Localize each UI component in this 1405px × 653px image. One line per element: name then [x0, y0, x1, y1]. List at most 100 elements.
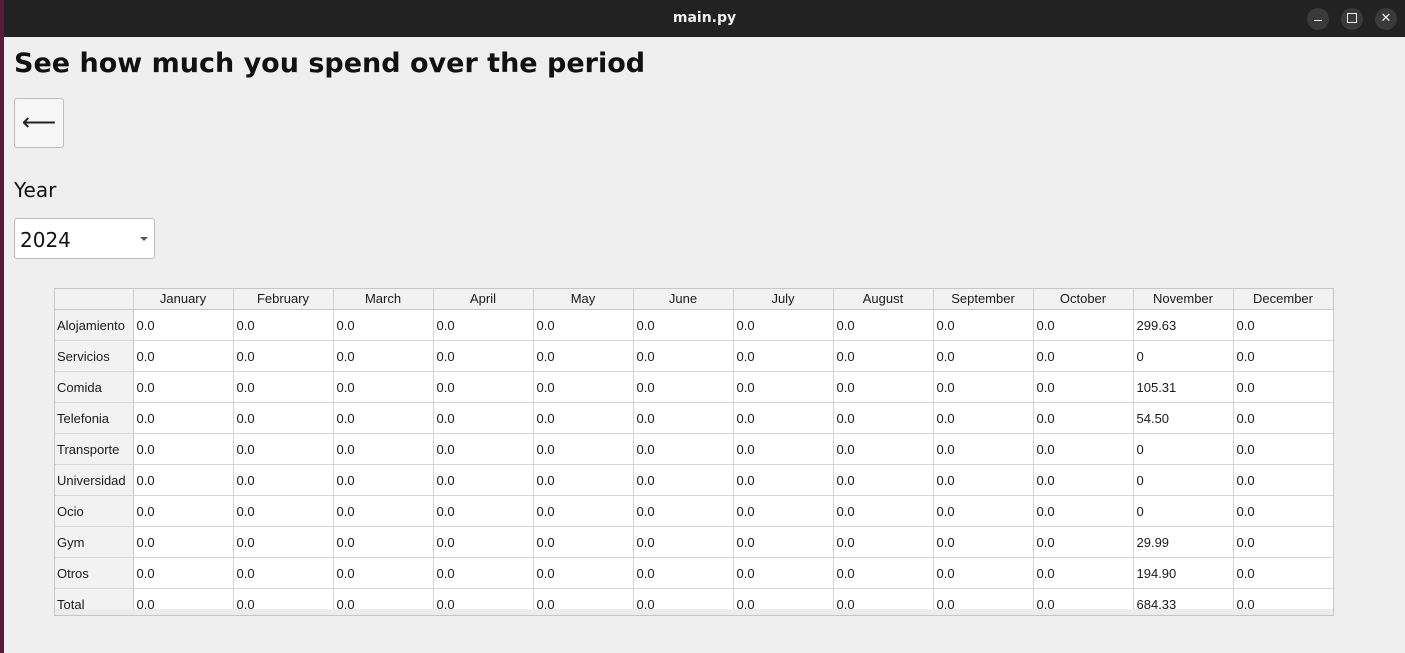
table-cell[interactable]: 0.0	[333, 495, 434, 527]
table-cell[interactable]: 0.0	[133, 433, 234, 465]
maximize-button[interactable]	[1341, 8, 1363, 30]
table-cell[interactable]: 0.0	[1033, 309, 1134, 341]
table-cell[interactable]: 0.0	[233, 309, 334, 341]
table-cell[interactable]: 0.0	[333, 526, 434, 558]
table-cell[interactable]: 0.0	[133, 309, 234, 341]
table-cell[interactable]: 0.0	[433, 526, 534, 558]
table-cell[interactable]: 0	[1133, 433, 1234, 465]
table-cell[interactable]: 0.0	[933, 464, 1034, 496]
table-cell[interactable]: 0.0	[333, 433, 434, 465]
table-cell[interactable]: 0.0	[833, 433, 934, 465]
table-cell[interactable]: 0.0	[233, 402, 334, 434]
table-cell[interactable]: 0.0	[1033, 371, 1134, 403]
row-header-alojamiento[interactable]: Alojamiento	[55, 309, 134, 341]
table-cell[interactable]: 0.0	[1033, 526, 1134, 558]
table-cell[interactable]: 0.0	[533, 340, 634, 372]
table-cell[interactable]: 0.0	[133, 557, 234, 589]
table-cell[interactable]: 105.31	[1133, 371, 1234, 403]
table-cell[interactable]: 0.0	[1233, 433, 1333, 465]
row-header-transporte[interactable]: Transporte	[55, 433, 134, 465]
table-cell[interactable]: 0.0	[633, 526, 734, 558]
table-cell[interactable]: 0.0	[433, 495, 534, 527]
row-header-gym[interactable]: Gym	[55, 526, 134, 558]
table-cell[interactable]: 0.0	[1033, 340, 1134, 372]
table-cell[interactable]: 0.0	[233, 433, 334, 465]
column-header-december[interactable]: December	[1233, 289, 1333, 310]
table-cell[interactable]: 0.0	[533, 402, 634, 434]
table-cell[interactable]: 0.0	[1033, 495, 1134, 527]
expenses-table[interactable]: January February March April May June July Augu…	[54, 288, 1334, 616]
column-header-june[interactable]: June	[633, 289, 734, 310]
table-cell[interactable]: 0.0	[433, 402, 534, 434]
table-cell[interactable]: 0.0	[533, 433, 634, 465]
table-cell[interactable]: 0.0	[233, 371, 334, 403]
table-cell[interactable]: 0.0	[333, 309, 434, 341]
table-cell[interactable]: 0.0	[433, 557, 534, 589]
table-cell[interactable]: 0.0	[733, 371, 834, 403]
table-cell[interactable]: 0.0	[133, 371, 234, 403]
table-cell[interactable]: 0.0	[333, 371, 434, 403]
table-cell[interactable]: 0.0	[933, 402, 1034, 434]
column-header-september[interactable]: September	[933, 289, 1034, 310]
table-cell[interactable]: 0.0	[233, 464, 334, 496]
table-cell[interactable]: 0.0	[1233, 526, 1333, 558]
table-cell[interactable]: 0.0	[233, 495, 334, 527]
table-cell[interactable]: 0.0	[1033, 464, 1134, 496]
table-cell[interactable]: 0.0	[633, 309, 734, 341]
row-header-telefonia[interactable]: Telefonia	[55, 402, 134, 434]
table-cell[interactable]: 0.0	[833, 340, 934, 372]
column-header-january[interactable]: January	[133, 289, 234, 310]
table-cell[interactable]: 0.0	[833, 371, 934, 403]
column-header-august[interactable]: August	[833, 289, 934, 310]
table-cell[interactable]: 0.0	[1233, 309, 1333, 341]
table-cell[interactable]: 0.0	[733, 433, 834, 465]
table-cell[interactable]: 299.63	[1133, 309, 1234, 341]
table-cell[interactable]: 0.0	[833, 309, 934, 341]
table-cell[interactable]: 0.0	[433, 371, 534, 403]
table-cell[interactable]: 0.0	[333, 402, 434, 434]
row-header-comida[interactable]: Comida	[55, 371, 134, 403]
table-cell[interactable]: 0.0	[833, 402, 934, 434]
table-cell[interactable]: 0.0	[133, 464, 234, 496]
table-cell[interactable]: 29.99	[1133, 526, 1234, 558]
table-cell[interactable]: 0.0	[533, 371, 634, 403]
table-cell[interactable]: 0.0	[1233, 464, 1333, 496]
table-cell[interactable]: 0.0	[1233, 402, 1333, 434]
table-cell[interactable]: 0.0	[133, 526, 234, 558]
table-cell[interactable]: 0.0	[1233, 340, 1333, 372]
year-dropdown[interactable]: 2024	[14, 218, 155, 259]
table-cell[interactable]: 54.50	[1133, 402, 1234, 434]
table-cell[interactable]: 0.0	[933, 309, 1034, 341]
table-cell[interactable]: 0.0	[533, 309, 634, 341]
table-cell[interactable]: 0.0	[533, 557, 634, 589]
table-cell[interactable]: 0.0	[333, 557, 434, 589]
table-cell[interactable]: 0	[1133, 495, 1234, 527]
back-button[interactable]: ⟵	[14, 98, 64, 148]
table-cell[interactable]: 0.0	[533, 526, 634, 558]
table-cell[interactable]: 0	[1133, 340, 1234, 372]
table-cell[interactable]: 0.0	[333, 464, 434, 496]
table-cell[interactable]: 0.0	[233, 557, 334, 589]
table-cell[interactable]: 0.0	[733, 464, 834, 496]
table-cell[interactable]: 0.0	[633, 433, 734, 465]
horizontal-scrollbar[interactable]	[55, 609, 1333, 615]
table-cell[interactable]: 0.0	[733, 340, 834, 372]
table-cell[interactable]: 0.0	[233, 526, 334, 558]
table-cell[interactable]: 0.0	[633, 340, 734, 372]
table-cell[interactable]: 0.0	[533, 495, 634, 527]
table-cell[interactable]: 0.0	[633, 371, 734, 403]
table-cell[interactable]: 0.0	[733, 309, 834, 341]
column-header-october[interactable]: October	[1033, 289, 1134, 310]
column-header-november[interactable]: November	[1133, 289, 1234, 310]
table-cell[interactable]: 0.0	[933, 371, 1034, 403]
table-cell[interactable]: 0.0	[933, 495, 1034, 527]
table-cell[interactable]: 0.0	[833, 557, 934, 589]
table-cell[interactable]: 0.0	[433, 340, 534, 372]
table-cell[interactable]: 0.0	[133, 402, 234, 434]
minimize-button[interactable]	[1307, 8, 1329, 30]
table-cell[interactable]: 0.0	[733, 495, 834, 527]
table-cell[interactable]: 0.0	[933, 526, 1034, 558]
table-cell[interactable]: 194.90	[1133, 557, 1234, 589]
table-cell[interactable]: 0.0	[433, 433, 534, 465]
table-cell[interactable]: 0.0	[933, 340, 1034, 372]
